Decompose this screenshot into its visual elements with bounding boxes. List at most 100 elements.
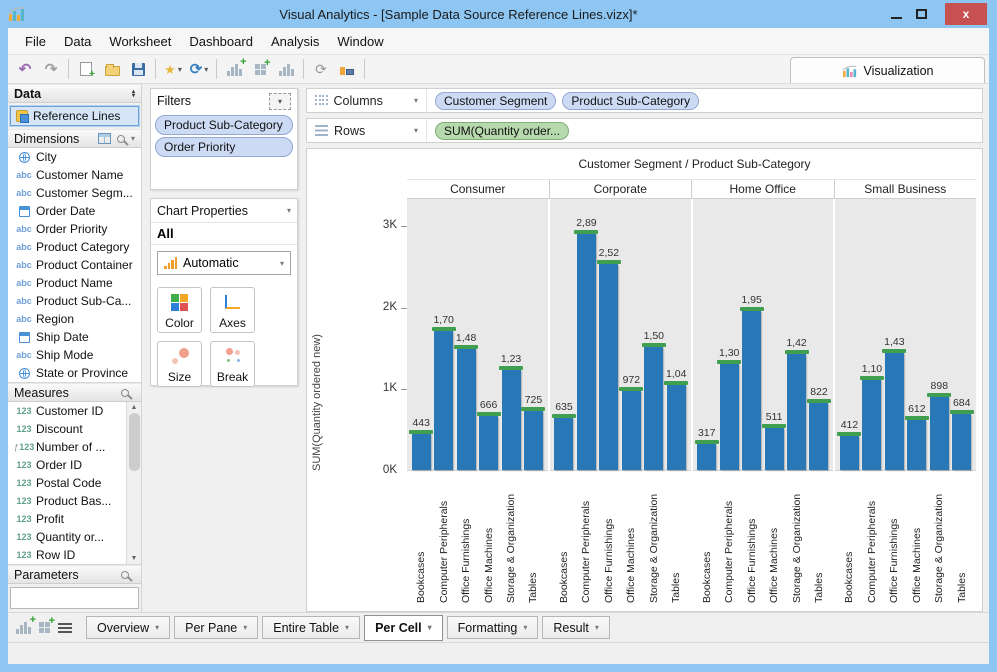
dimension-item[interactable]: abc Customer Name xyxy=(8,166,141,184)
sheet-tab-formatting[interactable]: Formatting ▾ xyxy=(446,616,539,639)
new-worksheet-icon[interactable] xyxy=(16,614,36,634)
bar-mark[interactable] xyxy=(411,434,431,470)
bar-mark[interactable] xyxy=(929,397,949,470)
view-data-icon[interactable] xyxy=(97,133,111,145)
duplicate-sheet-button[interactable] xyxy=(274,57,298,81)
mark-type-dropdown[interactable]: Automatic ▾ xyxy=(157,251,291,275)
add-dashboard-button[interactable] xyxy=(248,57,272,81)
menu-data[interactable]: Data xyxy=(63,33,92,49)
sheet-tab-overview[interactable]: Overview ▾ xyxy=(86,616,171,639)
sheet-tab-entire-table[interactable]: Entire Table ▾ xyxy=(262,616,361,639)
bar-mark[interactable] xyxy=(576,234,596,470)
bar-mark[interactable] xyxy=(479,416,499,470)
bar-mark[interactable] xyxy=(621,391,641,470)
bar-mark[interactable] xyxy=(599,264,619,470)
bar-mark[interactable] xyxy=(862,380,882,470)
bar-mark[interactable] xyxy=(719,364,739,470)
filter-pill[interactable]: Product Sub-Category xyxy=(155,115,293,135)
open-file-button[interactable] xyxy=(100,57,124,81)
search-icon[interactable] xyxy=(121,570,129,579)
bar-mark[interactable] xyxy=(644,347,664,470)
maximize-button[interactable] xyxy=(916,9,927,19)
sheet-tab-per-pane[interactable]: Per Pane ▾ xyxy=(174,616,259,639)
datasource-reference-lines[interactable]: Reference Lines xyxy=(9,105,140,128)
sheet-tab-per-cell[interactable]: Per Cell ▾ xyxy=(364,614,443,641)
bar-mark[interactable] xyxy=(523,411,543,470)
menu-dashboard[interactable]: Dashboard xyxy=(189,33,253,49)
panel-resize-icon[interactable]: ▴ ▾ xyxy=(131,88,135,99)
dimension-item[interactable]: Order Date xyxy=(8,202,141,220)
columns-shelf-label[interactable]: Columns ▾ xyxy=(307,89,427,112)
dimension-item[interactable]: abc Region xyxy=(8,310,141,328)
search-icon[interactable] xyxy=(121,388,129,397)
measure-item[interactable]: 123 Order ID xyxy=(8,456,126,474)
measure-item[interactable]: 123 Profit xyxy=(8,510,126,528)
bar-mark[interactable] xyxy=(839,436,859,470)
measure-item[interactable]: 123 Customer ID xyxy=(8,402,126,420)
dimension-item[interactable]: abc Product Container xyxy=(8,256,141,274)
bar-mark[interactable] xyxy=(787,354,807,470)
bar-mark[interactable] xyxy=(434,331,454,470)
close-button[interactable]: x xyxy=(945,3,987,25)
measure-item[interactable]: 123 Product Bas... xyxy=(8,492,126,510)
break-button[interactable]: Break xyxy=(210,341,255,387)
chevron-down-icon[interactable]: ▾ xyxy=(130,134,135,144)
scroll-thumb[interactable] xyxy=(128,413,140,472)
measure-item[interactable]: 123 Row ID xyxy=(8,546,126,564)
new-dashboard-icon[interactable] xyxy=(39,615,55,633)
axes-button[interactable]: Axes xyxy=(210,287,255,333)
color-button[interactable]: Color xyxy=(157,287,202,333)
chevron-down-icon[interactable]: ▾ xyxy=(286,206,291,215)
search-icon[interactable] xyxy=(116,134,125,143)
dimension-item[interactable]: City xyxy=(8,148,141,166)
dimension-item[interactable]: abc Customer Segm... xyxy=(8,184,141,202)
menu-worksheet[interactable]: Worksheet xyxy=(109,33,172,49)
bar-mark[interactable] xyxy=(764,428,784,470)
refresh-button[interactable]: ⟳ ▾ xyxy=(189,60,209,78)
parameters-list[interactable] xyxy=(10,587,139,609)
menu-file[interactable]: File xyxy=(25,33,46,49)
bar-mark[interactable] xyxy=(697,444,717,470)
filter-pill[interactable]: Order Priority xyxy=(155,137,293,157)
dimension-item[interactable]: abc Product Sub-Ca... xyxy=(8,292,141,310)
menu-window[interactable]: Window xyxy=(337,33,384,49)
show-labels-button[interactable] xyxy=(335,57,359,81)
dimension-item[interactable]: abc Product Category xyxy=(8,238,141,256)
bar-mark[interactable] xyxy=(501,370,521,470)
redo-button[interactable]: ↷ xyxy=(39,57,63,81)
sheet-list-icon[interactable] xyxy=(58,622,72,633)
size-button[interactable]: Size xyxy=(157,341,202,387)
cycle-button[interactable]: ⟳ xyxy=(309,57,333,81)
dimension-item[interactable]: abc Product Name xyxy=(8,274,141,292)
rows-pill[interactable]: SUM(Quantity order... xyxy=(435,121,570,140)
dimension-item[interactable]: abc Ship Mode xyxy=(8,346,141,364)
connect-data-button[interactable]: ★ ▾ xyxy=(164,61,182,77)
bar-mark[interactable] xyxy=(952,414,972,470)
bar-mark[interactable] xyxy=(554,418,574,470)
bar-mark[interactable] xyxy=(884,353,904,470)
dimension-item[interactable]: abc Order Priority xyxy=(8,220,141,238)
minimize-button[interactable] xyxy=(891,17,902,19)
add-visualization-button[interactable] xyxy=(222,56,247,81)
measures-scrollbar[interactable]: ▲ ▼ xyxy=(126,402,141,565)
menu-analysis[interactable]: Analysis xyxy=(270,33,320,49)
scroll-down-icon[interactable]: ▼ xyxy=(130,555,138,563)
save-button[interactable] xyxy=(126,57,150,81)
visualization-tab[interactable]: Visualization xyxy=(790,57,985,83)
measure-item[interactable]: 123 Postal Code xyxy=(8,474,126,492)
sheet-tab-result[interactable]: Result ▾ xyxy=(542,616,610,639)
bar-mark[interactable] xyxy=(809,403,829,470)
columns-pill[interactable]: Product Sub-Category xyxy=(562,91,700,110)
measure-item[interactable]: 123 Discount xyxy=(8,420,126,438)
rows-shelf-label[interactable]: Rows ▾ xyxy=(307,119,427,142)
bar-mark[interactable] xyxy=(666,385,686,470)
scroll-up-icon[interactable]: ▲ xyxy=(130,404,138,412)
bar-mark[interactable] xyxy=(907,420,927,470)
dimension-item[interactable]: Ship Date xyxy=(8,328,141,346)
filters-menu-button[interactable]: ▾ xyxy=(269,92,291,110)
new-file-button[interactable] xyxy=(74,57,98,81)
columns-pill[interactable]: Customer Segment xyxy=(435,91,557,110)
measure-item[interactable]: ƒ 123 Number of ... xyxy=(8,438,126,456)
measure-item[interactable]: 123 Quantity or... xyxy=(8,528,126,546)
undo-button[interactable]: ↶ xyxy=(13,57,37,81)
